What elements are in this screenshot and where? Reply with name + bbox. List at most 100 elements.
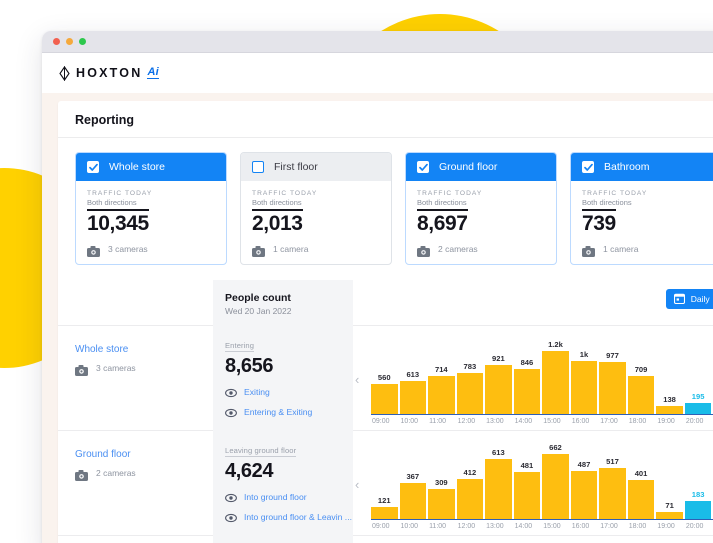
chart-cell: 516168 <box>353 534 713 543</box>
bar-slot[interactable]: 183 <box>684 490 713 519</box>
page-title: Reporting <box>58 101 713 138</box>
kpi-card-header[interactable]: First floor <box>241 153 391 181</box>
kpi-card-first-floor[interactable]: First floor TRAFFIC TODAY Both direction… <box>240 152 392 265</box>
checkbox-checked-icon[interactable] <box>87 161 99 173</box>
chart-scroll-left-icon[interactable]: ‹ <box>355 477 360 493</box>
bar-slot[interactable]: 709 <box>627 365 657 414</box>
bar[interactable] <box>399 482 427 519</box>
bar-value-label: 121 <box>377 495 391 505</box>
chart-x-axis: 09:00 10:00 11:00 12:00 13:00 14:00 15:00 16:00… <box>371 413 713 430</box>
report-header-row: People count Wed 20 Jan 2022 Daily 20/01… <box>58 279 713 325</box>
bar-slot[interactable]: 560 <box>371 373 400 414</box>
bar[interactable] <box>627 376 655 414</box>
metric-option-into-ground-floor[interactable]: Into ground floor <box>225 491 353 503</box>
kpi-card-body: TRAFFIC TODAY Both directions 739 1 came… <box>571 181 713 264</box>
kpi-sublabel: Both directions <box>582 198 632 207</box>
bar[interactable] <box>513 471 541 519</box>
bar[interactable] <box>542 454 569 519</box>
x-axis-tick-label: 14:00 <box>514 522 533 530</box>
metric-option-entering-exiting[interactable]: Entering & Exiting <box>225 406 353 418</box>
bar-slot[interactable]: 487 <box>570 460 600 519</box>
bar[interactable] <box>485 365 512 414</box>
bar-slot[interactable]: 783 <box>456 362 486 414</box>
metric-option-into-and-leaving[interactable]: Into ground floor & Leavin ... <box>225 511 353 523</box>
bar-slot[interactable]: 517 <box>599 457 628 519</box>
bar[interactable] <box>542 350 569 414</box>
checkbox-checked-icon[interactable] <box>417 161 429 173</box>
camera-icon <box>75 363 88 376</box>
metric-option-exiting[interactable]: Exiting <box>225 386 353 398</box>
bar[interactable] <box>371 506 398 519</box>
report-title-block: People count Wed 20 Jan 2022 <box>213 279 353 325</box>
kpi-card-body: TRAFFIC TODAY Both directions 10,345 3 c… <box>76 181 226 264</box>
bar-slot[interactable]: 121 <box>371 496 400 519</box>
kpi-camera-row: 2 cameras <box>417 244 545 257</box>
bar-slot[interactable]: 1.2k <box>542 340 571 414</box>
checkbox-checked-icon[interactable] <box>582 161 594 173</box>
bar-value-label: 138 <box>663 395 676 405</box>
metric-option-label: Exiting <box>244 386 270 397</box>
date-range-selector[interactable]: Daily 20/01/2 <box>665 288 713 309</box>
kpi-value: 10,345 <box>87 209 149 236</box>
bar-slot[interactable]: 714 <box>428 365 457 414</box>
bar[interactable] <box>684 403 712 414</box>
kpi-card-ground-floor[interactable]: Ground floor TRAFFIC TODAY Both directio… <box>405 152 557 265</box>
bar-slot[interactable]: 367 <box>399 472 429 519</box>
bar-slot[interactable]: 401 <box>627 469 657 519</box>
bar-slot[interactable]: 1k <box>570 350 600 414</box>
kpi-card-header[interactable]: Whole store <box>76 153 226 181</box>
bar[interactable] <box>371 384 398 414</box>
bar-value-label: 709 <box>634 365 648 375</box>
bar[interactable] <box>485 458 512 519</box>
chart-scroll-left-icon[interactable]: ‹ <box>355 372 360 388</box>
kpi-card-whole-store[interactable]: Whole store TRAFFIC TODAY Both direction… <box>75 152 227 265</box>
x-axis-tick-label: 20:00 <box>685 417 704 425</box>
bar[interactable] <box>428 376 455 414</box>
bar[interactable] <box>428 488 455 519</box>
bar-slot[interactable]: 846 <box>513 358 543 414</box>
kpi-camera-count: 1 camera <box>273 244 309 255</box>
kpi-card-header[interactable]: Ground floor <box>406 153 556 181</box>
bar-value-label: 487 <box>577 460 591 470</box>
kpi-label: TRAFFIC TODAY <box>417 190 483 197</box>
bar[interactable] <box>656 406 683 414</box>
bar[interactable] <box>570 361 598 414</box>
bar[interactable] <box>599 468 626 519</box>
window-maximize-button[interactable] <box>79 38 86 45</box>
window-close-button[interactable] <box>53 38 60 45</box>
bar-slot[interactable]: 138 <box>656 395 685 414</box>
bar-slot[interactable]: 613 <box>485 448 514 519</box>
metric-cell: Into bathroom 370 <box>213 534 353 543</box>
bar[interactable] <box>456 372 484 414</box>
brand-logo[interactable]: HOXTON Ai <box>58 65 159 81</box>
bar-slot[interactable]: 412 <box>456 468 486 519</box>
bar-slot[interactable]: 613 <box>399 370 429 414</box>
zone-name[interactable]: Whole store <box>75 343 129 355</box>
bar-value-label: 921 <box>492 354 505 364</box>
bar-slot[interactable]: 921 <box>485 354 514 414</box>
zone-camera-count: 2 cameras <box>96 468 136 479</box>
bar-slot[interactable]: 977 <box>599 351 628 414</box>
bar[interactable] <box>684 500 712 519</box>
bar[interactable] <box>513 369 541 414</box>
kpi-card-bathroom[interactable]: Bathroom TRAFFIC TODAY Both directions 7… <box>570 152 713 265</box>
bar[interactable] <box>627 479 655 519</box>
bar[interactable] <box>599 362 626 414</box>
bar[interactable] <box>399 381 427 414</box>
bar-slot[interactable]: 481 <box>513 461 543 519</box>
bar-slot[interactable]: 71 <box>656 501 685 519</box>
window-minimize-button[interactable] <box>66 38 73 45</box>
bar[interactable] <box>570 471 598 519</box>
kpi-card-header[interactable]: Bathroom <box>571 153 713 181</box>
bar[interactable] <box>656 511 683 519</box>
bar[interactable] <box>456 478 484 519</box>
bar-slot[interactable]: 195 <box>684 392 713 414</box>
bar-slot[interactable]: 309 <box>428 478 457 519</box>
bar-value-label: 517 <box>606 457 619 467</box>
x-axis-tick-label: 09:00 <box>372 522 390 530</box>
zone-name[interactable]: Ground floor <box>75 448 131 460</box>
checkbox-unchecked-icon[interactable] <box>252 161 264 173</box>
metric-value: 4,624 <box>225 459 274 482</box>
bar-slot[interactable]: 662 <box>542 443 571 519</box>
bar-value-label: 1k <box>579 350 589 360</box>
